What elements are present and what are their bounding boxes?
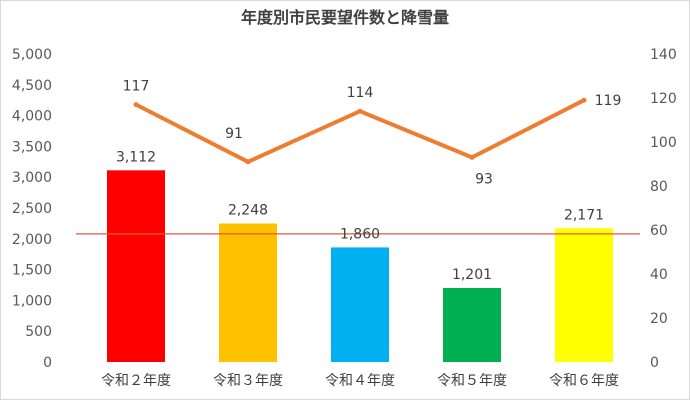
- right-axis-tick-label: 0: [650, 355, 659, 371]
- line-data-labels: 117 91 114 93 119: [123, 79, 622, 188]
- left-axis-tick-label: 500: [25, 324, 52, 340]
- bar: [331, 247, 389, 362]
- bar-data-labels: 3,112 2,248 1,860 1,201 2,171: [116, 149, 604, 283]
- left-axis-tick-label: 1,000: [12, 293, 52, 309]
- line-point: [581, 97, 587, 103]
- right-axis-tick-label: 100: [650, 135, 677, 151]
- left-axis-tick-label: 3,000: [12, 170, 52, 186]
- category-label: 令和３年度: [213, 373, 283, 389]
- category-labels: 令和２年度 令和３年度 令和４年度 令和５年度 令和６年度: [101, 373, 619, 389]
- line-point: [133, 102, 139, 108]
- left-axis-tick-label: 2,500: [12, 201, 52, 217]
- bar-data-label: 1,860: [340, 226, 380, 242]
- line-data-label: 91: [225, 126, 243, 142]
- right-axis-tick-label: 140: [650, 47, 677, 63]
- left-axis-tick-label: 1,500: [12, 263, 52, 279]
- line-point: [469, 154, 475, 160]
- bar-data-label: 1,201: [452, 267, 492, 283]
- line-data-label: 119: [595, 93, 622, 109]
- line-data-label: 117: [123, 79, 150, 95]
- bar-data-label: 2,171: [564, 207, 604, 223]
- left-axis-ticks: 0 500 1,000 1,500 2,000 2,500 3,000 3,500 4,000 4…: [12, 47, 52, 371]
- left-axis-tick-label: 3,500: [12, 139, 52, 155]
- right-axis-tick-label: 40: [650, 267, 668, 283]
- right-axis-ticks: 0 20 40 60 80 100 120 140: [650, 47, 677, 371]
- line-series: [133, 97, 587, 165]
- left-axis-tick-label: 5,000: [12, 47, 52, 63]
- left-axis-tick-label: 0: [43, 355, 52, 371]
- category-label: 令和５年度: [437, 373, 507, 389]
- bar-data-label: 3,112: [116, 149, 156, 165]
- line-data-label: 93: [475, 171, 493, 187]
- left-axis-tick-label: 4,000: [12, 109, 52, 125]
- left-axis-tick-label: 2,000: [12, 232, 52, 248]
- bar: [107, 170, 165, 362]
- right-axis-tick-label: 80: [650, 179, 668, 195]
- line-data-label: 114: [347, 85, 374, 101]
- bar-series: [107, 170, 613, 362]
- chart-title: 年度別市民要望件数と降雪量: [240, 8, 449, 27]
- right-axis-tick-label: 120: [650, 91, 677, 107]
- right-axis-tick-label: 60: [650, 223, 668, 239]
- bar: [555, 228, 613, 362]
- right-axis-tick-label: 20: [650, 311, 668, 327]
- category-label: 令和４年度: [325, 373, 395, 389]
- bar-data-label: 2,248: [228, 203, 268, 219]
- line-point: [245, 159, 251, 165]
- bar: [219, 223, 277, 362]
- left-axis-tick-label: 4,500: [12, 78, 52, 94]
- line-point: [357, 108, 363, 114]
- category-label: 令和６年度: [549, 373, 619, 389]
- bar: [443, 288, 501, 362]
- category-label: 令和２年度: [101, 373, 171, 389]
